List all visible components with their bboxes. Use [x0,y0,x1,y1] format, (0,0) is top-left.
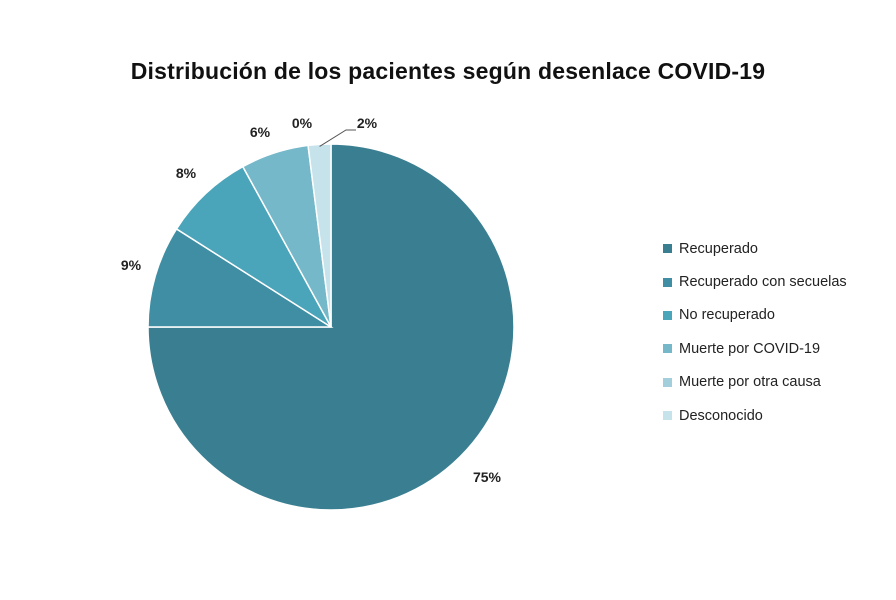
legend-swatch [663,244,672,254]
pie-slice-no-recuperado [175,165,332,328]
data-label-recuperado-con-secuelas: 9% [121,257,142,273]
legend-swatch [663,277,672,287]
legend-swatch [663,377,672,387]
chart-legend: Recuperado Recuperado con secuelas No recu… [663,232,847,432]
legend-item: No recuperado [663,299,847,332]
legend-label: Muerte por otra causa [679,374,821,391]
pie-slice-desconocido [307,143,332,328]
legend-swatch [663,310,672,320]
data-label-muerte-por-otra-causa: 0% [292,115,313,131]
legend-swatch [663,344,672,354]
legend-item: Muerte por otra causa [663,366,847,399]
legend-label: Recuperado [679,240,758,257]
legend-label: Desconocido [679,407,763,424]
legend-item: Recuperado [663,232,847,265]
legend-item: Desconocido [663,399,847,432]
legend-swatch [663,411,672,421]
legend-item: Muerte por COVID-19 [663,332,847,365]
legend-item: Recuperado con secuelas [663,265,847,298]
leader-line-desconocido [319,129,356,147]
data-label-no-recuperado: 8% [176,165,197,181]
pie-slice-recuperado-con-secuelas [147,227,334,328]
legend-label: Recuperado con secuelas [679,274,847,291]
data-label-muerte-por-covid-19: 6% [250,124,271,140]
legend-label: No recuperado [679,307,775,324]
chart-title: Distribución de los pacientes según dese… [130,58,766,84]
data-label-desconocido: 2% [357,115,378,131]
data-label-recuperado: 75% [473,469,502,485]
legend-label: Muerte por COVID-19 [679,340,821,357]
pie-slice-recuperado [147,143,515,511]
